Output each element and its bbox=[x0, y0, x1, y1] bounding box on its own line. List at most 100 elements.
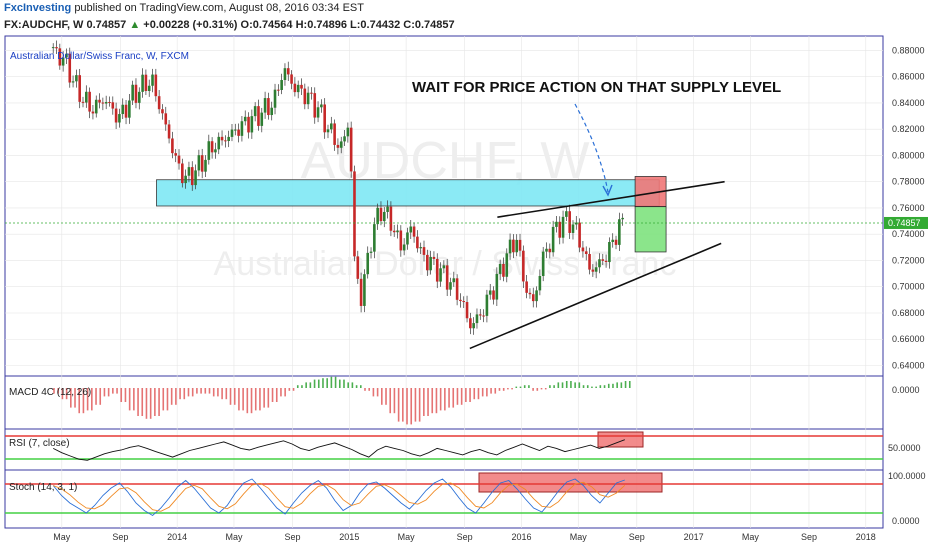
candle-body bbox=[134, 84, 138, 103]
candle-body bbox=[502, 263, 505, 277]
macd-bar bbox=[322, 378, 324, 388]
price-tick-label: 0.72000 bbox=[892, 255, 925, 265]
macd-bar bbox=[628, 381, 631, 388]
macd-bar bbox=[418, 388, 421, 422]
candle-body bbox=[286, 68, 290, 75]
high-value: 0.74896 bbox=[307, 19, 347, 31]
time-tick-label: 2015 bbox=[339, 532, 359, 542]
stoch-pane[interactable] bbox=[4, 469, 884, 529]
candle-body bbox=[459, 299, 462, 302]
candle-body bbox=[594, 267, 598, 272]
stoch-k-line bbox=[52, 478, 625, 517]
candle-body bbox=[455, 278, 459, 300]
macd-bar bbox=[317, 379, 320, 388]
candle-body bbox=[243, 116, 247, 122]
candle-body bbox=[346, 127, 350, 137]
macd-bar bbox=[397, 388, 400, 422]
macd-bar bbox=[275, 388, 278, 402]
macd-bar bbox=[70, 388, 72, 408]
candle-body bbox=[558, 221, 562, 238]
macd-bar bbox=[364, 388, 366, 391]
stoch-highlight-box bbox=[478, 472, 663, 493]
candle-body bbox=[171, 138, 174, 154]
macd-bar bbox=[519, 386, 522, 388]
candle-body bbox=[611, 239, 615, 243]
macd-bar bbox=[612, 383, 614, 388]
candle-body bbox=[296, 84, 300, 93]
candle-body bbox=[548, 248, 552, 253]
candle-body bbox=[91, 111, 95, 114]
macd-bar bbox=[582, 385, 585, 388]
macd-bar bbox=[288, 388, 291, 391]
candle-body bbox=[565, 211, 568, 217]
macd-bar bbox=[334, 376, 337, 388]
candle-body bbox=[267, 98, 270, 116]
macd-bar bbox=[595, 386, 597, 388]
macd-bar bbox=[515, 386, 518, 388]
candle-body bbox=[409, 226, 413, 233]
macd-bar bbox=[326, 378, 328, 388]
candle-body bbox=[356, 256, 360, 279]
candle-body bbox=[167, 124, 171, 139]
candle-body bbox=[426, 254, 429, 271]
candle-body bbox=[422, 247, 426, 255]
macd-bar bbox=[254, 388, 257, 411]
time-axis[interactable]: May Sep 2014 May Sep 2015 May Sep 2016 May Sep 2017… bbox=[53, 532, 875, 542]
macd-bar bbox=[423, 388, 425, 416]
candle-body bbox=[492, 290, 495, 300]
macd-bar bbox=[103, 388, 106, 397]
candle-body bbox=[227, 136, 230, 142]
candle-body bbox=[260, 112, 264, 126]
candle-body bbox=[462, 301, 466, 303]
macd-bar bbox=[578, 382, 581, 388]
publisher-name[interactable]: FxcInvesting bbox=[4, 2, 72, 14]
stoch-d-line bbox=[53, 481, 626, 512]
macd-bar bbox=[208, 388, 211, 394]
macd-bar bbox=[490, 388, 492, 394]
publisher-line: FxcInvesting published on TradingView.co… bbox=[4, 2, 364, 14]
candle-body bbox=[442, 265, 446, 269]
candle-body bbox=[306, 92, 310, 105]
macd-bar bbox=[439, 388, 442, 411]
candle-body bbox=[339, 141, 343, 148]
rsi-tick: 50.0000 bbox=[888, 443, 921, 453]
macd-pane[interactable] bbox=[4, 375, 884, 430]
macd-bar bbox=[284, 388, 286, 397]
macd-bar bbox=[91, 388, 93, 411]
candle-body bbox=[535, 290, 538, 302]
macd-bar bbox=[187, 388, 190, 397]
macd-bar bbox=[402, 388, 404, 422]
candle-body bbox=[369, 251, 373, 253]
price-tick-label: 0.80000 bbox=[892, 150, 925, 160]
candle-body bbox=[488, 290, 492, 295]
macd-bar bbox=[607, 383, 610, 388]
price-tick-label: 0.82000 bbox=[892, 124, 925, 134]
candle-body bbox=[210, 141, 214, 153]
candle-body bbox=[485, 294, 489, 316]
open-label: O: bbox=[240, 19, 253, 31]
open-value: 0.74564 bbox=[252, 19, 293, 31]
candle-body bbox=[353, 171, 356, 257]
macd-bar bbox=[305, 382, 307, 388]
candle-body bbox=[429, 256, 432, 271]
candle-body bbox=[333, 123, 336, 145]
rsi-pane[interactable] bbox=[4, 428, 884, 471]
candle-body bbox=[263, 98, 267, 113]
price-tick-label: 0.78000 bbox=[892, 177, 925, 187]
macd-bar bbox=[410, 388, 413, 425]
candle-body bbox=[55, 47, 58, 49]
time-tick-label: Sep bbox=[629, 532, 645, 542]
candle-body bbox=[137, 91, 141, 103]
candle-body bbox=[164, 113, 168, 125]
price-tick-label: 0.66000 bbox=[892, 334, 925, 344]
macd-bar bbox=[292, 388, 295, 391]
candle-body bbox=[277, 89, 280, 91]
macd-bar bbox=[469, 388, 471, 402]
candle-body bbox=[187, 167, 191, 176]
candle-body bbox=[512, 239, 515, 253]
price-axis[interactable]: 0.88000 0.86000 0.84000 0.82000 0.80000 0.780… bbox=[892, 45, 925, 370]
time-tick-label: May bbox=[53, 532, 71, 542]
candle-body bbox=[184, 175, 187, 184]
time-tick-label: 2017 bbox=[684, 532, 704, 542]
